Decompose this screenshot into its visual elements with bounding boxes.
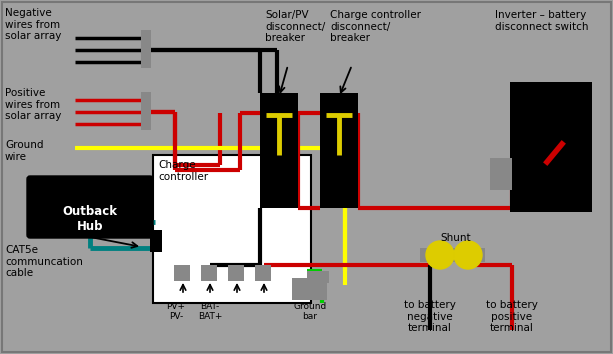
Bar <box>490 158 512 190</box>
Circle shape <box>426 241 454 269</box>
Text: to battery
positive
terminal: to battery positive terminal <box>486 300 538 333</box>
Text: to battery
negative
terminal: to battery negative terminal <box>404 300 456 333</box>
Bar <box>141 92 151 130</box>
Text: BAT-: BAT- <box>200 302 219 311</box>
Text: Charge controller
disconnect/
breaker: Charge controller disconnect/ breaker <box>330 10 421 43</box>
Bar <box>153 155 311 303</box>
Circle shape <box>454 241 482 269</box>
Text: CAT5e
communcation
cable: CAT5e communcation cable <box>5 245 83 278</box>
Bar <box>174 265 190 281</box>
Text: Ground
wire: Ground wire <box>5 140 44 161</box>
Text: Shunt: Shunt <box>440 233 471 243</box>
Text: Charge
controller: Charge controller <box>158 160 208 182</box>
Bar <box>150 230 162 252</box>
Bar <box>141 30 151 68</box>
Text: BAT+: BAT+ <box>198 312 222 321</box>
Bar <box>510 82 592 212</box>
Bar <box>307 271 329 283</box>
Bar <box>292 278 327 300</box>
Bar <box>420 248 485 262</box>
Text: Negative
wires from
solar array: Negative wires from solar array <box>5 8 61 41</box>
Text: Outback
Hub: Outback Hub <box>63 205 118 233</box>
Text: PV-: PV- <box>169 312 183 321</box>
FancyBboxPatch shape <box>27 176 153 238</box>
Text: PV+: PV+ <box>167 302 186 311</box>
Text: Solar/PV
disconnect/
breaker: Solar/PV disconnect/ breaker <box>265 10 326 43</box>
Bar <box>228 265 244 281</box>
Bar <box>201 265 217 281</box>
Bar <box>320 93 358 208</box>
Bar <box>255 265 271 281</box>
Text: Inverter – battery
disconnect switch: Inverter – battery disconnect switch <box>495 10 588 32</box>
Text: Positive
wires from
solar array: Positive wires from solar array <box>5 88 61 121</box>
Bar <box>260 93 298 208</box>
Text: Ground
bar: Ground bar <box>294 302 327 321</box>
